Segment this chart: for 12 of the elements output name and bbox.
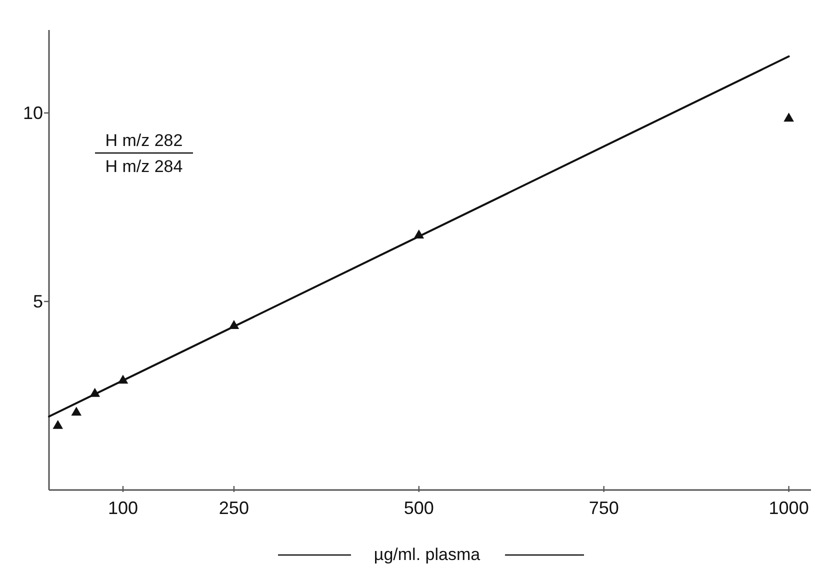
x-tick-label: 250 — [218, 498, 249, 518]
point — [784, 112, 794, 122]
x-tick-label: 500 — [404, 498, 434, 518]
point — [71, 406, 82, 416]
x-tick-label: 100 — [108, 498, 138, 518]
x-tick-label: 1000 — [768, 498, 809, 518]
x-tick-label: 750 — [588, 498, 619, 518]
y-axis-title: H m/z 282 H m/z 284 — [105, 131, 183, 176]
y-tick-label: 5 — [32, 291, 43, 312]
y-tick-label: 10 — [22, 102, 43, 123]
x-axis-title: µg/ml. plasma — [374, 545, 481, 564]
point — [52, 420, 64, 429]
